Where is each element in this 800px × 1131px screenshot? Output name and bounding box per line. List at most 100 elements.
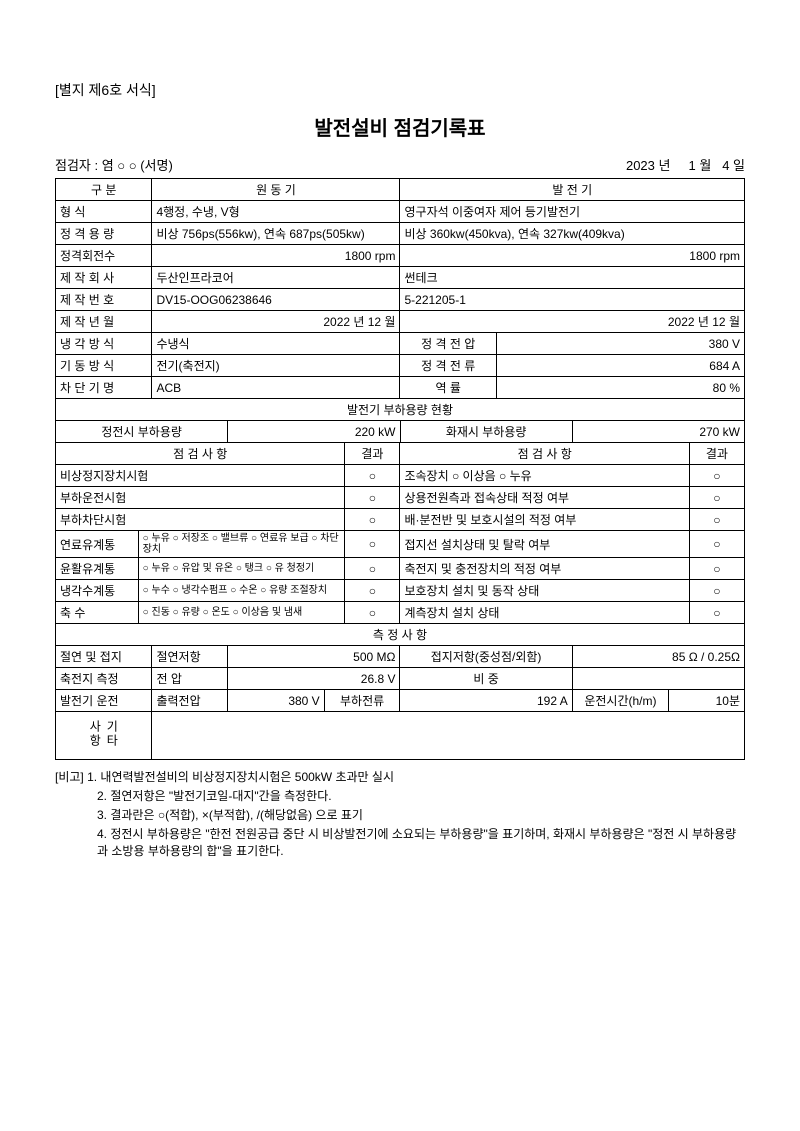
date-day: 4 일 <box>722 158 745 173</box>
chk-hd-r1: 결과 <box>345 443 400 465</box>
chk-r2a: 부하운전시험 <box>56 487 345 509</box>
chk-r6d: ○ <box>689 580 744 602</box>
meas-r3f: 운전시간(h/m) <box>572 690 668 712</box>
col-generator: 발 전 기 <box>400 179 745 201</box>
meas-r1a: 절연 및 접지 <box>56 646 152 668</box>
meas-r2b: 전 압 <box>152 668 228 690</box>
meas-title: 측 정 사 항 <box>56 624 745 646</box>
spec-table: 구 분 원 동 기 발 전 기 형 식 4행정, 수냉, V형 영구자석 이중여… <box>55 178 745 399</box>
chk-r5d: ○ <box>689 558 744 580</box>
chk-r7a2: ○ 진동 ○ 유량 ○ 온도 ○ 이상음 및 냄새 <box>138 602 345 624</box>
row-pf-v: 80 % <box>496 377 744 399</box>
row-form-e: 4행정, 수냉, V형 <box>152 201 400 223</box>
chk-r1b: ○ <box>345 465 400 487</box>
row-form-l: 형 식 <box>56 201 152 223</box>
meas-r2d: 비 중 <box>400 668 572 690</box>
chk-r5b: ○ <box>345 558 400 580</box>
row-cool-l: 냉 각 방 식 <box>56 333 152 355</box>
row-maker-l: 제 작 회 사 <box>56 267 152 289</box>
chk-r7d: ○ <box>689 602 744 624</box>
chk-r4a2: ○ 누유 ○ 저장조 ○ 밸브류 ○ 연료유 보급 ○ 차단장치 <box>138 531 345 558</box>
chk-r1a: 비상정지장치시험 <box>56 465 345 487</box>
row-volt-l: 정 격 전 압 <box>400 333 496 355</box>
row-maker-g: 썬테크 <box>400 267 745 289</box>
chk-r6c: 보호장치 설치 및 동작 상태 <box>400 580 689 602</box>
date-year: 2023 년 <box>626 158 671 173</box>
row-sn-g: 5-221205-1 <box>400 289 745 311</box>
blackout-l: 정전시 부하용량 <box>56 421 228 443</box>
row-maker-e: 두산인프라코어 <box>152 267 400 289</box>
row-volt-v: 380 V <box>496 333 744 355</box>
meas-r2a: 축전지 측정 <box>56 668 152 690</box>
chk-r4b: ○ <box>345 531 400 558</box>
row-rated-g: 비상 360kw(450kva), 연속 327kw(409kva) <box>400 223 745 245</box>
date: 2023 년 1 월 4 일 <box>626 155 745 174</box>
blackout-v: 220 kW <box>228 421 400 443</box>
note-2: 2. 절연저항은 "발전기코일-대지"간을 측정한다. <box>55 787 745 804</box>
row-rated-l: 정 격 용 량 <box>56 223 152 245</box>
row-sn-e: DV15-OOG06238646 <box>152 289 400 311</box>
col-engine: 원 동 기 <box>152 179 400 201</box>
row-rpm-l: 정격회전수 <box>56 245 152 267</box>
chk-hd-r2: 결과 <box>689 443 744 465</box>
meas-r1e: 85 Ω / 0.25Ω <box>572 646 744 668</box>
date-month: 1 월 <box>689 158 712 173</box>
chk-r6a2: ○ 누수 ○ 냉각수펌프 ○ 수온 ○ 유량 조절장치 <box>138 580 345 602</box>
meas-r1d: 접지저항(중성점/외함) <box>400 646 572 668</box>
meas-r2c: 26.8 V <box>228 668 400 690</box>
etc-label-text: 기타사항 <box>87 714 121 754</box>
row-amp-l: 정 격 전 류 <box>400 355 496 377</box>
etc-label: 기타사항 <box>56 712 152 760</box>
chk-r2c: 상용전원측과 접속상태 적정 여부 <box>400 487 689 509</box>
chk-r2b: ○ <box>345 487 400 509</box>
chk-r3a: 부하차단시험 <box>56 509 345 531</box>
chk-hd-l2: 점 검 사 항 <box>400 443 689 465</box>
meas-r3b: 출력전압 <box>152 690 228 712</box>
row-amp-v: 684 A <box>496 355 744 377</box>
page-title: 발전설비 점검기록표 <box>55 112 745 141</box>
etc-content <box>152 712 745 760</box>
chk-r4a: 연료유계통 <box>56 531 139 558</box>
meas-r3g: 10분 <box>669 690 745 712</box>
check-table: 점 검 사 항 결과 점 검 사 항 결과 비상정지장치시험 ○ 조속장치 ○ … <box>55 443 745 624</box>
row-start-l: 기 동 방 식 <box>56 355 152 377</box>
chk-r1d: ○ <box>689 465 744 487</box>
chk-r5a: 윤활유계통 <box>56 558 139 580</box>
chk-r4c: 접지선 설치상태 및 탈락 여부 <box>400 531 689 558</box>
chk-r3d: ○ <box>689 509 744 531</box>
row-mdate-g: 2022 년 12 월 <box>400 311 745 333</box>
meas-r3d: 부하전류 <box>324 690 400 712</box>
notes: [비고] 1. 내연력발전설비의 비상정지장치시험은 500kW 초과만 실시 … <box>55 768 745 859</box>
fire-l: 화재시 부하용량 <box>400 421 572 443</box>
chk-r3b: ○ <box>345 509 400 531</box>
row-rated-e: 비상 756ps(556kw), 연속 687ps(505kw) <box>152 223 400 245</box>
note-1: [비고] 1. 내연력발전설비의 비상정지장치시험은 500kW 초과만 실시 <box>55 768 745 785</box>
note-4: 4. 정전시 부하용량은 "한전 전원공급 중단 시 비상발전기에 소요되는 부… <box>55 825 745 859</box>
meas-r3c: 380 V <box>228 690 324 712</box>
row-cool-e: 수냉식 <box>152 333 400 355</box>
measure-table: 측 정 사 항 절연 및 접지 절연저항 500 MΩ 접지저항(중성점/외함)… <box>55 624 745 760</box>
fire-v: 270 kW <box>572 421 744 443</box>
chk-r6a: 냉각수계통 <box>56 580 139 602</box>
row-form-g: 영구자석 이중여자 제어 등기발전기 <box>400 201 745 223</box>
meas-r3a: 발전기 운전 <box>56 690 152 712</box>
row-start-e: 전기(축전지) <box>152 355 400 377</box>
meas-r3e: 192 A <box>400 690 572 712</box>
chk-r6b: ○ <box>345 580 400 602</box>
row-mdate-e: 2022 년 12 월 <box>152 311 400 333</box>
row-brk-l: 차 단 기 명 <box>56 377 152 399</box>
chk-r2d: ○ <box>689 487 744 509</box>
form-label: [별지 제6호 서식] <box>55 80 745 100</box>
chk-r5a2: ○ 누유 ○ 유압 및 유온 ○ 탱크 ○ 유 청정기 <box>138 558 345 580</box>
col-section: 구 분 <box>56 179 152 201</box>
chk-r1c: 조속장치 ○ 이상음 ○ 누유 <box>400 465 689 487</box>
meas-r2e <box>572 668 744 690</box>
inspector: 점검자 : 염 ○ ○ (서명) <box>55 155 173 174</box>
chk-hd-l: 점 검 사 항 <box>56 443 345 465</box>
chk-r3c: 배·분전반 및 보호시설의 적정 여부 <box>400 509 689 531</box>
load-table: 발전기 부하용량 현황 정전시 부하용량 220 kW 화재시 부하용량 270… <box>55 399 745 443</box>
row-mdate-l: 제 작 년 월 <box>56 311 152 333</box>
row-pf-l: 역 률 <box>400 377 496 399</box>
chk-r5c: 축전지 및 충전장치의 적정 여부 <box>400 558 689 580</box>
chk-r7a: 축 수 <box>56 602 139 624</box>
